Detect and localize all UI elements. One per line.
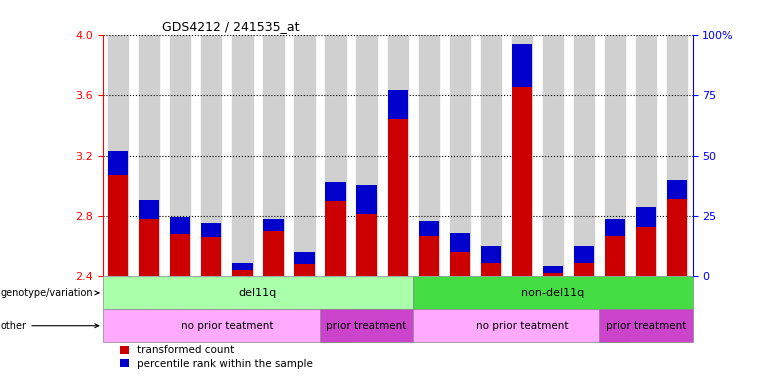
Text: no prior teatment: no prior teatment [180, 321, 273, 331]
Bar [202, 237, 221, 276]
Bar [387, 35, 408, 276]
Bar [263, 35, 284, 276]
Bar [543, 35, 563, 276]
Legend: transformed count, percentile rank within the sample: transformed count, percentile rank withi… [119, 346, 314, 369]
Bar [413, 276, 693, 310]
Bar [636, 35, 656, 276]
Text: prior treatment: prior treatment [606, 321, 686, 331]
Bar [103, 276, 413, 310]
Bar [481, 246, 501, 263]
Bar [108, 35, 129, 276]
Bar [511, 88, 532, 276]
Bar [605, 35, 625, 276]
Bar [574, 35, 594, 276]
Bar [419, 236, 439, 276]
Bar [295, 252, 314, 265]
Bar [387, 119, 408, 276]
Bar [202, 223, 221, 237]
Bar [263, 231, 284, 276]
Bar [170, 217, 190, 234]
Bar [232, 270, 253, 276]
Bar [139, 35, 159, 276]
Bar [202, 35, 221, 276]
Bar [450, 252, 470, 276]
Bar [413, 310, 630, 342]
Bar [232, 35, 253, 276]
Bar [356, 185, 377, 215]
Text: other: other [0, 321, 99, 331]
Text: genotype/variation: genotype/variation [0, 288, 99, 298]
Bar [574, 246, 594, 263]
Bar [574, 263, 594, 276]
Text: prior treatment: prior treatment [326, 321, 407, 331]
Bar [667, 180, 687, 199]
Bar [419, 221, 439, 236]
Bar [232, 263, 253, 270]
Bar [636, 227, 656, 276]
Bar [103, 310, 351, 342]
Bar [667, 35, 687, 276]
Bar [326, 182, 345, 201]
Text: GDS4212 / 241535_at: GDS4212 / 241535_at [162, 20, 299, 33]
Bar [605, 219, 625, 236]
Bar [139, 200, 159, 219]
Bar [139, 219, 159, 276]
Bar [295, 35, 314, 276]
Bar [356, 215, 377, 276]
Bar [108, 151, 129, 175]
Bar [450, 35, 470, 276]
Bar [636, 207, 656, 227]
Bar [481, 35, 501, 276]
Bar [356, 35, 377, 276]
Bar [320, 310, 413, 342]
Bar [481, 263, 501, 276]
Bar [511, 44, 532, 88]
Bar [295, 265, 314, 276]
Bar [387, 90, 408, 119]
Text: del11q: del11q [239, 288, 277, 298]
Bar [170, 234, 190, 276]
Text: no prior teatment: no prior teatment [476, 321, 568, 331]
Bar [326, 35, 345, 276]
Bar [511, 35, 532, 276]
Bar [263, 219, 284, 231]
Bar [170, 35, 190, 276]
Bar [600, 310, 693, 342]
Bar [419, 35, 439, 276]
Bar [543, 273, 563, 276]
Bar [605, 236, 625, 276]
Text: non-del11q: non-del11q [521, 288, 584, 298]
Bar [667, 199, 687, 276]
Bar [108, 175, 129, 276]
Bar [450, 233, 470, 252]
Bar [543, 266, 563, 273]
Bar [326, 201, 345, 276]
